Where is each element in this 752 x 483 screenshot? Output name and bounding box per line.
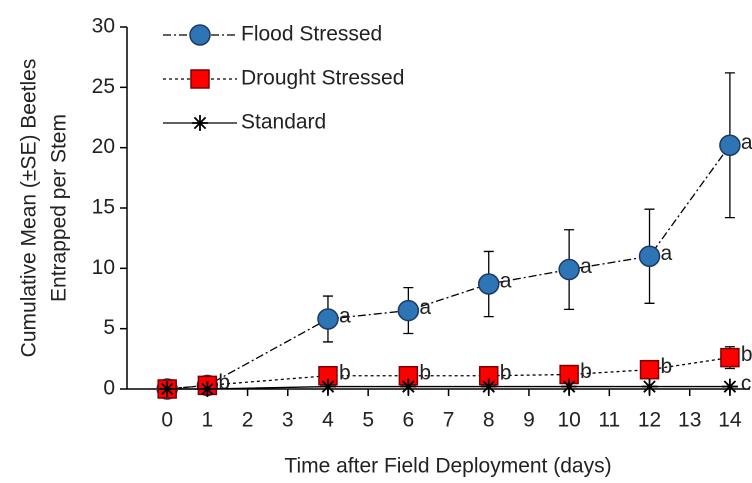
- marker: [638, 245, 661, 268]
- x-tick-label: 11: [598, 409, 620, 432]
- legend-marker: [192, 115, 208, 131]
- marker: [319, 378, 336, 395]
- legend-marker: [190, 69, 210, 89]
- y-tick-label: 15: [92, 196, 115, 219]
- significance-letter: b: [580, 360, 592, 383]
- x-tick-label: 1: [202, 409, 214, 432]
- significance-letter: b: [661, 355, 673, 378]
- significance-letter: b: [500, 361, 512, 384]
- significance-letter: c: [741, 372, 752, 395]
- significance-letter: a: [500, 270, 512, 293]
- marker: [639, 359, 660, 380]
- marker: [159, 381, 176, 397]
- marker: [558, 258, 580, 281]
- marker: [477, 273, 500, 295]
- significance-letter: b: [218, 371, 230, 394]
- marker: [480, 378, 497, 395]
- x-tick-label: 4: [322, 409, 334, 432]
- legend-marker: [189, 24, 211, 46]
- significance-letter: a: [339, 305, 351, 328]
- significance-letter: a: [661, 242, 673, 265]
- marker: [317, 308, 339, 330]
- y-axis-label: Entrapped per Stem: [48, 114, 71, 302]
- significance-letter: b: [419, 361, 431, 384]
- marker: [720, 347, 740, 368]
- marker: [561, 378, 578, 395]
- y-tick-label: 30: [92, 15, 115, 38]
- y-tick-label: 5: [103, 316, 115, 339]
- y-tick-label: 0: [103, 377, 115, 400]
- x-tick-label: 2: [242, 409, 254, 432]
- x-tick-label: 8: [483, 409, 495, 432]
- series-line: [167, 144, 731, 390]
- x-tick-label: 5: [362, 409, 374, 432]
- x-tick-label: 14: [718, 409, 742, 432]
- x-tick-label: 7: [443, 409, 455, 432]
- x-tick-label: 12: [638, 409, 661, 432]
- marker: [719, 134, 741, 157]
- y-axis-label: Cumulative Mean (±SE) Beetles: [18, 59, 41, 358]
- marker: [721, 378, 738, 395]
- marker: [400, 378, 417, 395]
- x-tick-label: 3: [282, 409, 294, 432]
- marker: [397, 299, 420, 322]
- y-tick-label: 20: [92, 135, 115, 158]
- x-tick-label: 9: [523, 409, 535, 432]
- series-line: [167, 356, 730, 390]
- y-tick-label: 25: [92, 75, 115, 98]
- significance-letter: b: [339, 361, 351, 384]
- marker: [199, 381, 216, 397]
- x-axis-label: Time after Field Deployment (days): [284, 455, 611, 478]
- significance-letter: a: [741, 131, 752, 154]
- legend-label: Drought Stressed: [241, 67, 404, 90]
- series-line: [167, 385, 730, 390]
- legend-label: Standard: [241, 111, 326, 134]
- x-tick-label: 6: [403, 409, 415, 432]
- significance-letter: a: [580, 255, 592, 278]
- x-tick-label: 0: [161, 409, 173, 432]
- x-tick-label: 10: [557, 409, 580, 432]
- legend-label: Flood Stressed: [241, 23, 382, 46]
- y-tick-label: 10: [92, 256, 115, 279]
- x-tick-label: 13: [678, 409, 701, 432]
- marker: [641, 378, 658, 395]
- significance-letter: b: [741, 343, 752, 366]
- significance-letter: a: [419, 296, 431, 319]
